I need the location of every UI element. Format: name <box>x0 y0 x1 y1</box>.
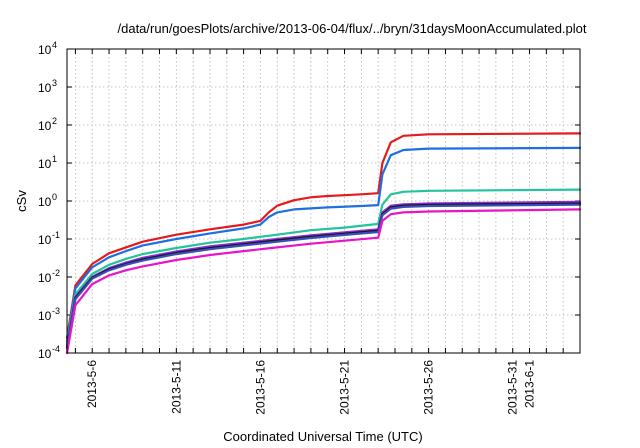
y-tick-exponent: 3 <box>52 78 57 88</box>
x-axis-label: Coordinated Universal Time (UTC) <box>223 429 422 444</box>
y-tick-label: 10-3 <box>38 306 60 323</box>
y-tick-base: 10 <box>38 233 52 247</box>
y-axis-label: cSv <box>14 190 29 212</box>
y-tick-base: 10 <box>38 81 52 95</box>
series-line-1 <box>65 132 582 339</box>
x-tick-label: 2013-5-11 <box>169 360 183 414</box>
y-tick-label: 100 <box>38 192 57 209</box>
series-lines <box>65 132 582 355</box>
x-tick-label: 2013-5-6 <box>85 360 99 408</box>
x-tick-label: 2013-5-21 <box>338 360 352 415</box>
x-axis-ticks: 2013-5-6 2013-5-11 2013-5-16 2013-5-21 2013-… <box>74 49 581 415</box>
y-tick-base: 10 <box>38 309 52 323</box>
series-line-5 <box>65 202 582 349</box>
series-line-6 <box>65 203 582 350</box>
y-tick-exponent: -4 <box>52 344 60 354</box>
chart-title: /data/run/goesPlots/archive/2013-06-04/f… <box>118 21 587 36</box>
series-line-7 <box>65 208 582 355</box>
y-tick-exponent: 0 <box>52 192 57 202</box>
y-tick-base: 10 <box>38 347 52 361</box>
y-tick-label: 10-1 <box>38 230 60 247</box>
y-tick-label: 10-4 <box>38 344 60 361</box>
series-line-2 <box>65 146 582 343</box>
series-line-3 <box>65 188 582 345</box>
y-tick-base: 10 <box>38 157 52 171</box>
series-line-4 <box>65 200 582 348</box>
y-tick-base: 10 <box>38 195 52 209</box>
x-tick-label: 2013-5-16 <box>253 360 267 415</box>
y-tick-label: 102 <box>38 116 57 133</box>
y-tick-base: 10 <box>38 43 52 57</box>
y-tick-exponent: 4 <box>52 40 57 50</box>
y-tick-label: 104 <box>38 40 57 57</box>
x-tick-label: 2013-5-26 <box>422 360 436 415</box>
x-tick-label: 2013-5-31 <box>506 360 520 415</box>
y-tick-exponent: -1 <box>52 230 60 240</box>
grid <box>67 48 581 354</box>
y-tick-label: 10-2 <box>38 268 60 285</box>
y-tick-base: 10 <box>38 119 52 133</box>
y-tick-label: 103 <box>38 78 57 95</box>
y-tick-label: 101 <box>38 154 57 171</box>
y-tick-exponent: 2 <box>52 116 57 126</box>
y-tick-exponent: -2 <box>52 268 60 278</box>
y-tick-exponent: 1 <box>52 154 57 164</box>
plot-frame <box>66 48 581 354</box>
y-tick-base: 10 <box>38 271 52 285</box>
x-tick-label: 2013-6-1 <box>523 360 537 408</box>
y-tick-exponent: -3 <box>52 306 60 316</box>
